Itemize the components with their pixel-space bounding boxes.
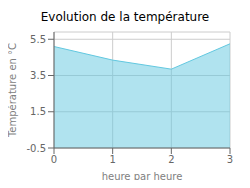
svg-text:3.5: 3.5 [30, 70, 46, 81]
html-text:Evolution de la température: Evolution de la température [40, 10, 210, 24]
svg-text:2: 2 [168, 154, 174, 165]
svg-text:0: 0 [51, 154, 57, 165]
svg-text:5.5: 5.5 [30, 34, 46, 45]
svg-text:heure par heure: heure par heure [102, 171, 183, 180]
svg-text:1.5: 1.5 [30, 106, 46, 117]
svg-text:-0.5: -0.5 [26, 143, 46, 154]
svg-text:Température en °C: Température en °C [8, 43, 18, 138]
svg-text:3: 3 [227, 154, 233, 165]
svg-text:1: 1 [109, 154, 115, 165]
